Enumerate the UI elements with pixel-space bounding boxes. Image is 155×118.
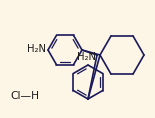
Text: H₂N: H₂N: [27, 44, 46, 54]
Text: H₂N: H₂N: [78, 52, 97, 62]
Text: Cl—H: Cl—H: [10, 91, 39, 101]
